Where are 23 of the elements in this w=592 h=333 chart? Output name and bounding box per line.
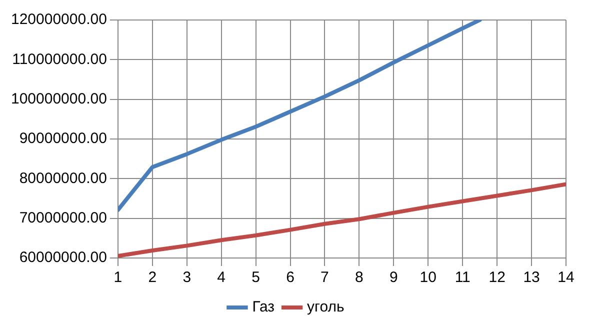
x-tick-label: 13: [523, 269, 540, 286]
x-tick-label: 2: [148, 269, 157, 286]
y-tick-label: 70000000.00: [19, 209, 107, 226]
x-tick-label: 11: [454, 269, 470, 286]
x-tick-label: 3: [182, 269, 192, 286]
x-tick-label: 8: [355, 269, 364, 286]
x-tick-label: 9: [389, 269, 398, 286]
x-tick-label: 1: [114, 269, 122, 286]
x-tick-label: 7: [320, 269, 329, 286]
x-tick-label: 12: [488, 269, 506, 286]
y-tick-label: 120000000.00: [10, 11, 107, 28]
y-tick-label: 100000000.00: [10, 90, 107, 108]
y-tick-label: 90000000.00: [19, 130, 107, 148]
x-tick-label: 5: [252, 269, 260, 286]
y-tick-label: 110000000.00: [12, 50, 107, 68]
legend-label: Газ: [252, 298, 275, 316]
x-tick-label: 14: [558, 269, 574, 286]
x-tick-label: 10: [420, 269, 436, 286]
x-tick-label: 6: [286, 269, 294, 286]
legend-label: уголь: [307, 298, 344, 316]
y-tick-label: 80000000.00: [19, 170, 107, 187]
x-tick-label: 4: [217, 269, 226, 286]
y-tick-label: 60000000.00: [19, 249, 107, 266]
